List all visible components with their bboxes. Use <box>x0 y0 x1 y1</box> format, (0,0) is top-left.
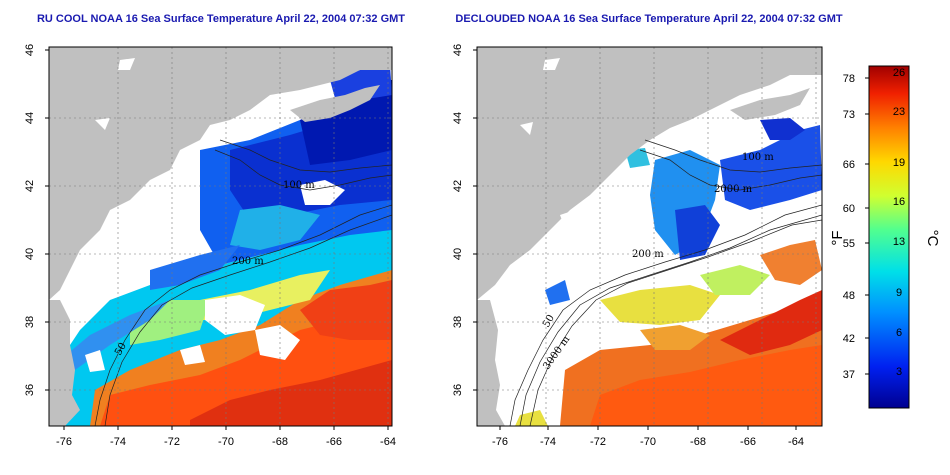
map-left-frame <box>48 46 393 427</box>
contour-label: 100 m <box>742 152 774 163</box>
fahrenheit-tick-label: 73 <box>843 109 855 121</box>
celsius-tick-label: 3 <box>896 366 902 378</box>
lon-axis: -76 -74 -72 -70 -68 -66 -64 <box>56 426 396 448</box>
lon-tick-label: -64 <box>788 436 804 448</box>
fahrenheit-label: °F <box>829 230 846 245</box>
lat-tick-label: 42 <box>452 180 464 192</box>
celsius-tick-label: 9 <box>896 287 902 299</box>
lat-tick-label: 40 <box>24 248 36 260</box>
celsius-tick-label: 26 <box>893 67 905 79</box>
lakes <box>520 58 580 228</box>
lon-tick-label: -70 <box>218 436 234 448</box>
contour-label: 200 m <box>232 256 264 267</box>
celsius-label: °C <box>924 230 941 247</box>
celsius-scale: 26 23 19 16 13 9 6 3 °C <box>893 67 941 378</box>
lat-tick-label: 40 <box>452 248 464 260</box>
lat-tick-label: 46 <box>24 44 36 56</box>
lon-tick-label: -68 <box>690 436 706 448</box>
lon-axis: -76 -74 -72 -70 -68 -66 -64 <box>492 426 804 448</box>
fahrenheit-tick-label: 78 <box>843 73 855 85</box>
celsius-tick-label: 6 <box>896 327 902 339</box>
bathymetry-contours <box>509 139 822 426</box>
fahrenheit-tick-label: 42 <box>843 333 855 345</box>
lon-tick-label: -70 <box>640 436 656 448</box>
lat-tick-label: 38 <box>452 316 464 328</box>
fahrenheit-tick-label: 66 <box>843 159 855 171</box>
lon-tick-label: -74 <box>110 436 126 448</box>
lat-tick-label: 46 <box>452 44 464 56</box>
lat-tick-label: 44 <box>24 112 36 124</box>
celsius-tick-label: 23 <box>893 106 905 118</box>
fahrenheit-tick-label: 60 <box>843 203 855 215</box>
lat-tick-label: 44 <box>452 112 464 124</box>
lat-tick-label: 42 <box>24 180 36 192</box>
lat-tick-label: 36 <box>24 384 36 396</box>
lon-tick-label: -68 <box>272 436 288 448</box>
graticule <box>49 47 392 426</box>
celsius-tick-label: 16 <box>893 196 905 208</box>
lon-tick-label: -76 <box>492 436 508 448</box>
fahrenheit-tick-label: 48 <box>843 290 855 302</box>
lat-tick-label: 38 <box>24 316 36 328</box>
lat-tick-label: 36 <box>452 384 464 396</box>
lon-tick-label: -72 <box>590 436 606 448</box>
celsius-tick-label: 19 <box>893 157 905 169</box>
lon-tick-label: -64 <box>380 436 396 448</box>
fahrenheit-tick-label: 37 <box>843 369 855 381</box>
map-right-title: DECLOUDED NOAA 16 Sea Surface Temperatur… <box>455 13 842 25</box>
land <box>477 47 822 426</box>
land <box>49 47 392 426</box>
contour-label: 100 m <box>283 180 315 191</box>
contour-label: 2000 m <box>714 184 753 195</box>
lat-axis: 46 44 42 40 38 36 <box>452 44 477 396</box>
cloud-mask <box>85 58 345 372</box>
map-left: RU COOL NOAA 16 Sea Surface Temperature … <box>24 13 405 448</box>
lon-tick-label: -74 <box>540 436 556 448</box>
lon-tick-label: -66 <box>326 436 342 448</box>
fahrenheit-scale: 78 73 66 60 55 48 42 37 °F <box>829 73 869 381</box>
lon-tick-label: -76 <box>56 436 72 448</box>
fahrenheit-tick-label: 55 <box>843 238 855 250</box>
map-right: DECLOUDED NOAA 16 Sea Surface Temperatur… <box>452 13 843 448</box>
sst-field <box>515 118 822 426</box>
celsius-tick-label: 13 <box>893 236 905 248</box>
lon-tick-label: -72 <box>164 436 180 448</box>
graticule <box>477 47 822 426</box>
map-right-frame <box>476 46 823 427</box>
lon-tick-label: -66 <box>740 436 756 448</box>
colorbar-gradient <box>868 65 910 409</box>
lat-axis: 46 44 42 40 38 36 <box>24 44 49 396</box>
colorbar: 78 73 66 60 55 48 42 37 °F 26 23 19 16 1… <box>829 65 941 409</box>
contour-label: 200 m <box>632 249 664 260</box>
map-left-title: RU COOL NOAA 16 Sea Surface Temperature … <box>37 13 405 25</box>
